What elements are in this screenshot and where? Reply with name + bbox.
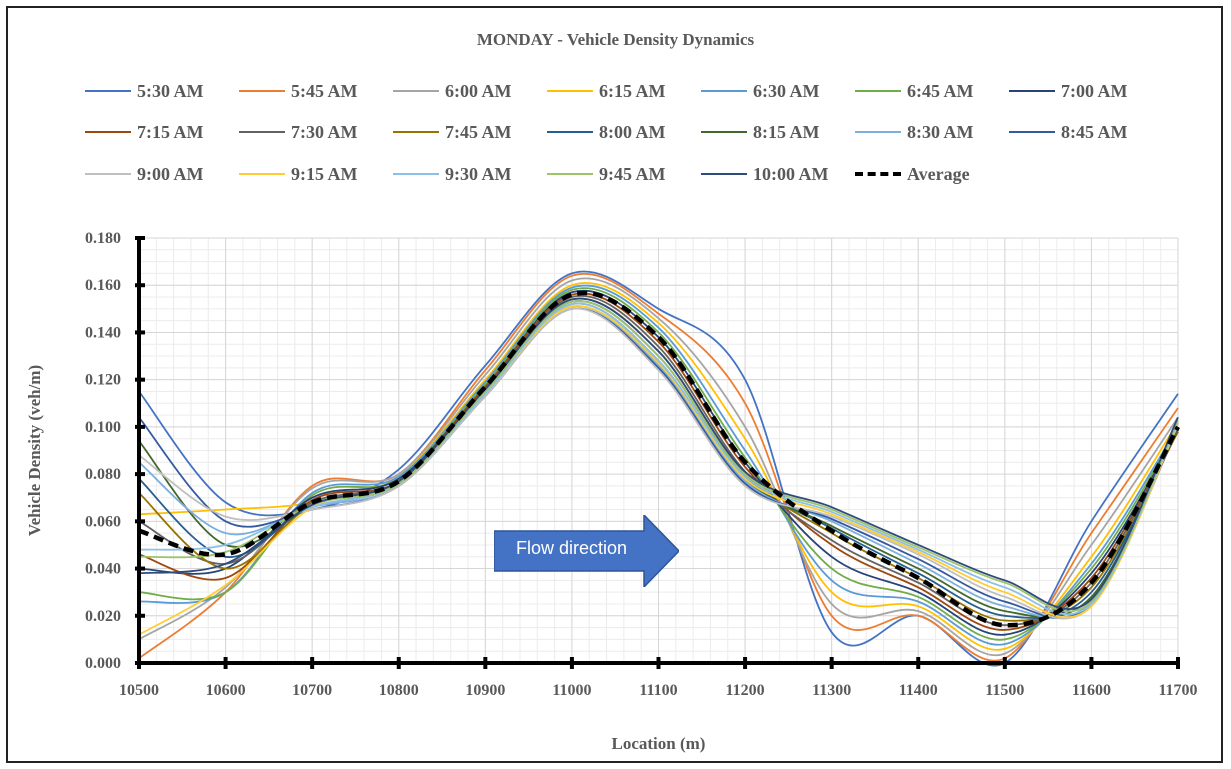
- legend-label: 6:00 AM: [445, 80, 512, 101]
- legend-item-6-00-am: 6:00 AM: [393, 80, 512, 102]
- y-tick-label: 0.160: [85, 277, 121, 294]
- legend-label: 9:45 AM: [599, 163, 666, 184]
- legend-swatch: [393, 173, 439, 175]
- x-tick-label: 10800: [379, 682, 419, 699]
- legend-item-7-45-am: 7:45 AM: [393, 121, 512, 143]
- y-tick-label: 0.080: [85, 466, 121, 483]
- legend-label: 9:30 AM: [445, 163, 512, 184]
- legend-label: 5:30 AM: [137, 80, 204, 101]
- legend-swatch: [393, 131, 439, 133]
- legend-label: 8:30 AM: [907, 121, 974, 142]
- legend-swatch: [239, 131, 285, 133]
- legend-label: 7:15 AM: [137, 121, 204, 142]
- legend-swatch: [85, 173, 131, 175]
- legend-label: 8:45 AM: [1061, 121, 1128, 142]
- series-line-average: [138, 290, 1180, 628]
- legend-swatch: [855, 172, 901, 176]
- legend-label: 6:15 AM: [599, 80, 666, 101]
- legend-label: 10:00 AM: [753, 163, 829, 184]
- legend-swatch: [701, 173, 747, 175]
- series-line-9-30-am: [138, 302, 1179, 616]
- legend-label: 7:45 AM: [445, 121, 512, 142]
- legend-item-7-15-am: 7:15 AM: [85, 121, 204, 143]
- legend-swatch: [855, 131, 901, 133]
- y-tick-label: 0.040: [85, 561, 121, 578]
- x-axis-title: Location (m): [612, 734, 706, 753]
- legend-label: 6:45 AM: [907, 80, 974, 101]
- legend-swatch: [547, 90, 593, 92]
- x-tick-label: 10900: [465, 682, 505, 699]
- legend-label: 8:00 AM: [599, 121, 666, 142]
- legend-item-10-00-am: 10:00 AM: [701, 163, 829, 185]
- legend-label: 8:15 AM: [753, 121, 820, 142]
- legend-item-average: Average: [855, 163, 970, 185]
- legend-swatch: [701, 131, 747, 133]
- series-line-6-30-am: [138, 284, 1179, 646]
- legend-item-6-15-am: 6:15 AM: [547, 80, 666, 102]
- legend-label: Average: [907, 163, 970, 184]
- y-tick-label: 0.100: [85, 419, 121, 436]
- legend-item-8-15-am: 8:15 AM: [701, 121, 820, 143]
- legend-item-6-45-am: 6:45 AM: [855, 80, 974, 102]
- legend-label: 6:30 AM: [753, 80, 820, 101]
- legend-swatch: [239, 173, 285, 175]
- x-tick-label: 10700: [292, 682, 332, 699]
- x-tick-label: 11600: [1072, 682, 1111, 699]
- series-line-9-00-am: [138, 307, 1179, 620]
- legend-item-7-00-am: 7:00 AM: [1009, 80, 1128, 102]
- x-tick-label: 11700: [1158, 682, 1197, 699]
- legend-item-9-00-am: 9:00 AM: [85, 163, 204, 185]
- chart-title: MONDAY - Vehicle Density Dynamics: [476, 30, 755, 49]
- legend-swatch: [85, 131, 131, 133]
- y-tick-label: 0.120: [85, 372, 121, 389]
- legend-item-5-30-am: 5:30 AM: [85, 80, 204, 102]
- legend-item-7-30-am: 7:30 AM: [239, 121, 358, 143]
- y-tick-label: 0.140: [85, 324, 121, 341]
- legend-swatch: [239, 90, 285, 92]
- legend-item-8-00-am: 8:00 AM: [547, 121, 666, 143]
- x-tick-label: 11300: [812, 682, 851, 699]
- x-tick-label: 11500: [985, 682, 1024, 699]
- legend-label: 7:30 AM: [291, 121, 358, 142]
- legend-item-8-45-am: 8:45 AM: [1009, 121, 1128, 143]
- legend-swatch: [1009, 131, 1055, 133]
- legend-swatch: [1009, 90, 1055, 92]
- legend-item-6-30-am: 6:30 AM: [701, 80, 820, 102]
- legend-swatch: [85, 90, 131, 92]
- x-tick-label: 11200: [726, 682, 765, 699]
- legend-swatch: [547, 173, 593, 175]
- legend-item-8-30-am: 8:30 AM: [855, 121, 974, 143]
- series-line-6-45-am: [138, 287, 1179, 641]
- x-tick-label: 10500: [119, 682, 159, 699]
- legend-item-9-30-am: 9:30 AM: [393, 163, 512, 185]
- x-tick-label: 11100: [639, 682, 677, 699]
- legend-label: 5:45 AM: [291, 80, 358, 101]
- series-line-5-45-am: [138, 272, 1179, 662]
- legend-item-9-45-am: 9:45 AM: [547, 163, 666, 185]
- legend-label: 9:00 AM: [137, 163, 204, 184]
- y-tick-label: 0.060: [85, 513, 121, 530]
- y-tick-label: 0.180: [85, 230, 121, 247]
- legend-swatch: [393, 90, 439, 92]
- legend-swatch: [701, 90, 747, 92]
- y-tick-label: 0.000: [85, 655, 121, 672]
- x-tick-label: 11400: [899, 682, 938, 699]
- legend-item-9-15-am: 9:15 AM: [239, 163, 358, 185]
- flow-direction-label: Flow direction: [515, 538, 628, 558]
- legend-swatch: [547, 131, 593, 133]
- flow-direction-arrow: [494, 515, 679, 587]
- y-tick-label: 0.020: [85, 608, 121, 625]
- x-tick-label: 11000: [552, 682, 591, 699]
- x-tick-label: 10600: [206, 682, 246, 699]
- legend-item-5-45-am: 5:45 AM: [239, 80, 358, 102]
- legend-label: 7:00 AM: [1061, 80, 1128, 101]
- y-axis-title: Vehicle Density (veh/m): [25, 365, 44, 536]
- legend-label: 9:15 AM: [291, 163, 358, 184]
- legend-swatch: [855, 90, 901, 92]
- series-line-6-00-am: [138, 277, 1179, 657]
